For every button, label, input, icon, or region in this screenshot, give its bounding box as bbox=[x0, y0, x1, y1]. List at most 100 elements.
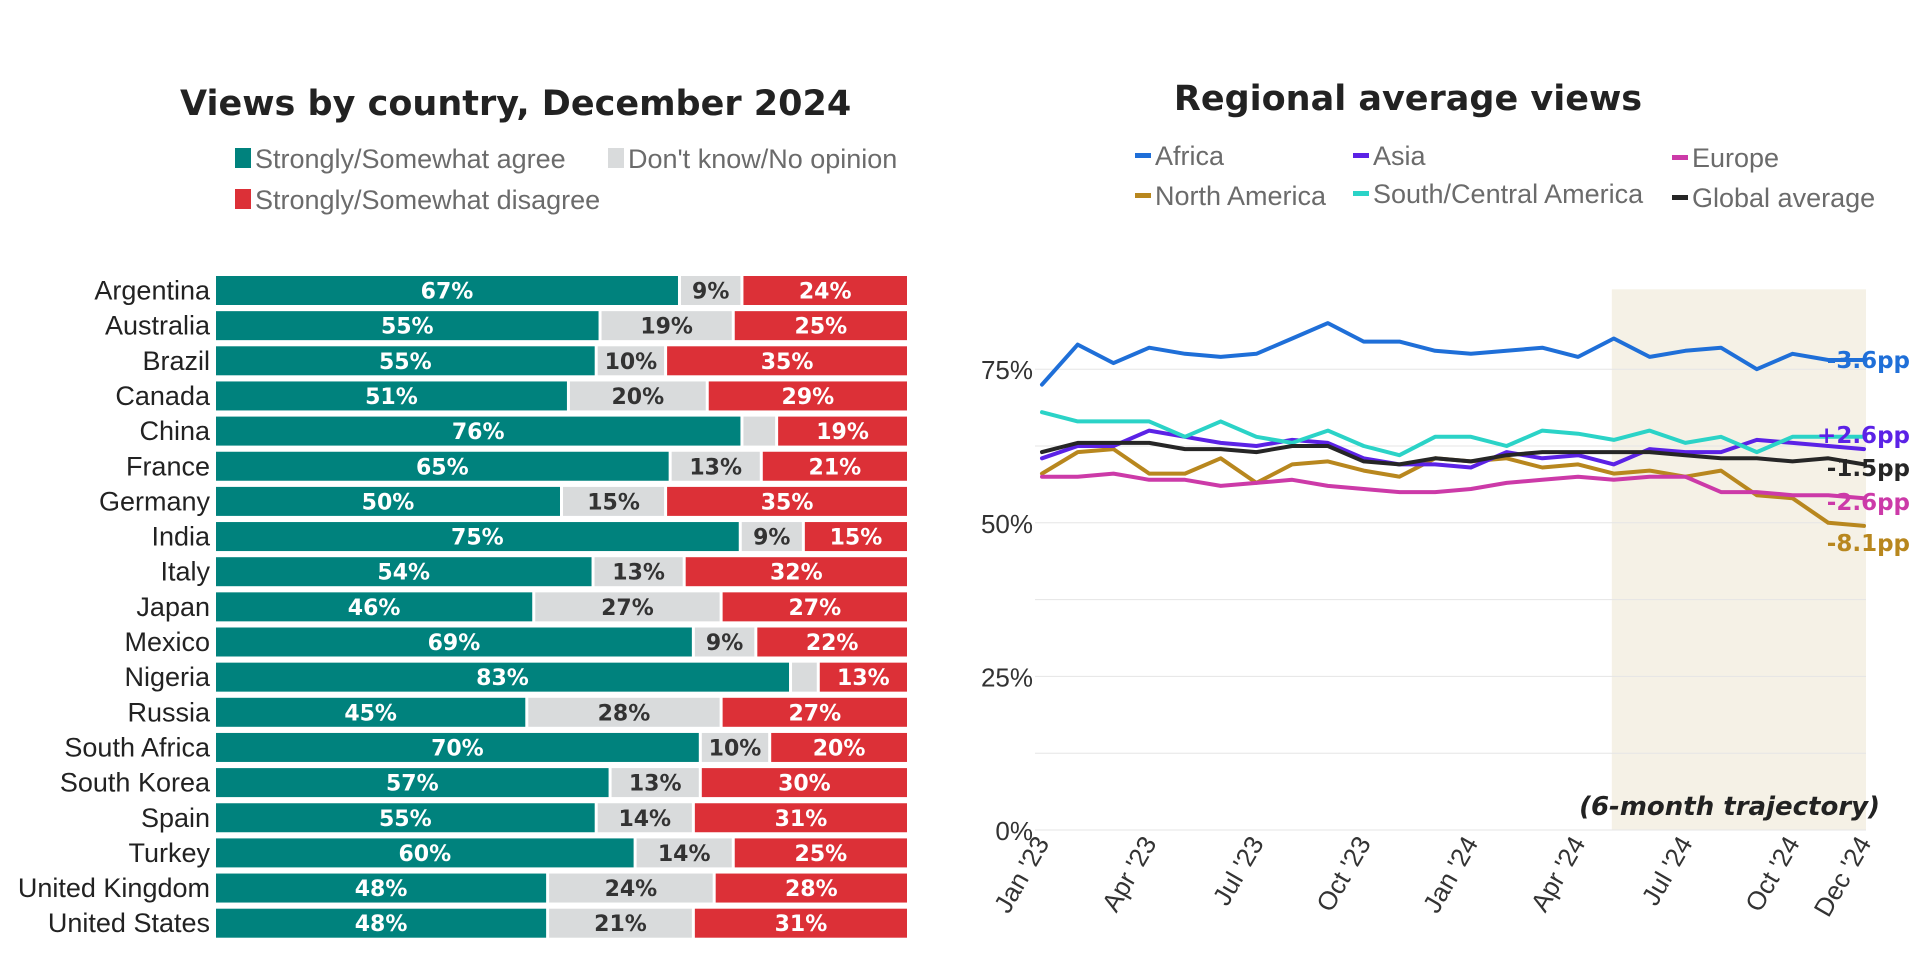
bar-value-label: 60% bbox=[398, 842, 451, 867]
bar-segment bbox=[722, 592, 907, 622]
bar-value-label: 57% bbox=[386, 772, 439, 797]
bar-value-label: 14% bbox=[658, 842, 711, 867]
country-label: Japan bbox=[136, 592, 210, 622]
bar-segment bbox=[685, 557, 907, 587]
series-line bbox=[1040, 321, 1866, 387]
series-end-label: +2.6pp bbox=[1817, 423, 1910, 449]
bar-segment bbox=[216, 416, 741, 446]
bar-segment bbox=[216, 346, 595, 376]
country-label: South Korea bbox=[60, 768, 211, 798]
bar-value-label: 70% bbox=[431, 736, 484, 761]
x-tick-label: Apr '24 bbox=[1525, 831, 1592, 917]
bar-value-label: 30% bbox=[778, 772, 831, 797]
bar-segment bbox=[549, 908, 692, 938]
bar-value-label: 10% bbox=[709, 736, 762, 761]
bar-value-label: 48% bbox=[355, 912, 408, 937]
bar-value-label: 51% bbox=[365, 385, 418, 410]
bar-segment bbox=[771, 732, 907, 762]
bar-value-label: 31% bbox=[775, 807, 828, 832]
left-chart-title: Views by country, December 2024 bbox=[180, 84, 851, 124]
legend-label: Don't know/No opinion bbox=[628, 144, 897, 174]
country-label: United States bbox=[48, 908, 210, 938]
country-label: Nigeria bbox=[124, 662, 211, 692]
bar-segment bbox=[216, 838, 634, 868]
bar-value-label: 46% bbox=[348, 596, 401, 621]
bar-value-label: 55% bbox=[381, 315, 434, 340]
legend-label: Global average bbox=[1692, 183, 1875, 213]
country-label: South Africa bbox=[64, 732, 211, 762]
bar-segment bbox=[216, 486, 560, 516]
bar-segment bbox=[694, 908, 907, 938]
bar-value-label: 15% bbox=[830, 526, 883, 551]
bar-value-label: 9% bbox=[692, 280, 729, 305]
bar-segment bbox=[722, 697, 907, 727]
bar-segment bbox=[611, 768, 699, 798]
bar-value-label: 55% bbox=[379, 350, 432, 375]
bar-value-label: 27% bbox=[788, 701, 841, 726]
bar-value-label: 21% bbox=[809, 455, 862, 480]
bar-value-label: 19% bbox=[816, 420, 869, 445]
legend-swatch bbox=[1353, 191, 1369, 196]
bar-value-label: 27% bbox=[601, 596, 654, 621]
bar-segment bbox=[636, 838, 732, 868]
bar-segment bbox=[216, 768, 609, 798]
x-tick-label: Dec '24 bbox=[1808, 831, 1878, 922]
bar-value-label: 13% bbox=[837, 666, 890, 691]
bar-value-label: 20% bbox=[813, 736, 866, 761]
series-end-label: -8.1pp bbox=[1827, 531, 1910, 557]
bar-value-label: 50% bbox=[362, 490, 415, 515]
bar-value-label: 31% bbox=[775, 912, 828, 937]
bar-value-label: 83% bbox=[476, 666, 529, 691]
legend-swatch bbox=[1672, 155, 1688, 160]
bar-segment bbox=[597, 803, 692, 833]
highlight-band bbox=[1611, 289, 1866, 830]
bar-value-label: 13% bbox=[612, 561, 665, 586]
bar-segment bbox=[819, 662, 907, 692]
bar-segment bbox=[216, 592, 533, 622]
right-y-tick-labels: 0% 25% 50% 75% bbox=[981, 355, 1033, 846]
bar-segment bbox=[569, 381, 706, 411]
bar-segment bbox=[216, 627, 692, 657]
country-label: Turkey bbox=[128, 838, 210, 868]
y-tick-label: 50% bbox=[981, 509, 1033, 539]
country-label: China bbox=[139, 416, 211, 446]
bar-segment bbox=[734, 311, 907, 341]
bar-segment bbox=[792, 662, 817, 692]
legend-swatch bbox=[1672, 195, 1688, 200]
bar-segment bbox=[563, 486, 665, 516]
bar-value-label: 45% bbox=[344, 701, 397, 726]
x-tick-label: Apr '23 bbox=[1096, 831, 1163, 917]
left-stacked-bars: 67% 9% 24% 55% 19% 25% 55% 10% 35% 51% 20% 29% 76% 19… bbox=[216, 276, 907, 938]
bar-value-label: 25% bbox=[795, 842, 848, 867]
bar-segment bbox=[597, 346, 665, 376]
y-tick-label: 75% bbox=[981, 355, 1033, 385]
bar-value-label: 10% bbox=[605, 350, 658, 375]
legend-swatch bbox=[235, 148, 251, 168]
country-label: Spain bbox=[141, 803, 210, 833]
bar-segment bbox=[216, 381, 567, 411]
bar-segment bbox=[715, 873, 907, 903]
x-tick-label: Oct '24 bbox=[1739, 831, 1806, 917]
bar-segment bbox=[701, 732, 769, 762]
bar-value-label: 27% bbox=[788, 596, 841, 621]
country-label: Australia bbox=[105, 311, 211, 341]
trajectory-note: (6-month trajectory) bbox=[1579, 792, 1880, 822]
bar-value-label: 20% bbox=[612, 385, 665, 410]
bar-segment bbox=[216, 697, 526, 727]
bar-segment bbox=[667, 486, 907, 516]
bar-value-label: 28% bbox=[785, 877, 838, 902]
bar-value-label: 55% bbox=[379, 807, 432, 832]
bar-segment bbox=[216, 276, 678, 305]
bar-value-label: 65% bbox=[416, 455, 469, 480]
country-label: Argentina bbox=[94, 276, 211, 306]
bar-segment bbox=[216, 908, 547, 938]
legend-swatch bbox=[1353, 153, 1369, 158]
bar-segment bbox=[680, 276, 741, 305]
bar-value-label: 24% bbox=[605, 877, 658, 902]
bar-segment bbox=[757, 627, 907, 657]
legend-swatch bbox=[1135, 153, 1151, 158]
bar-segment bbox=[671, 451, 760, 481]
bar-segment bbox=[778, 416, 907, 446]
bar-value-label: 19% bbox=[640, 315, 693, 340]
bar-value-label: 29% bbox=[782, 385, 835, 410]
